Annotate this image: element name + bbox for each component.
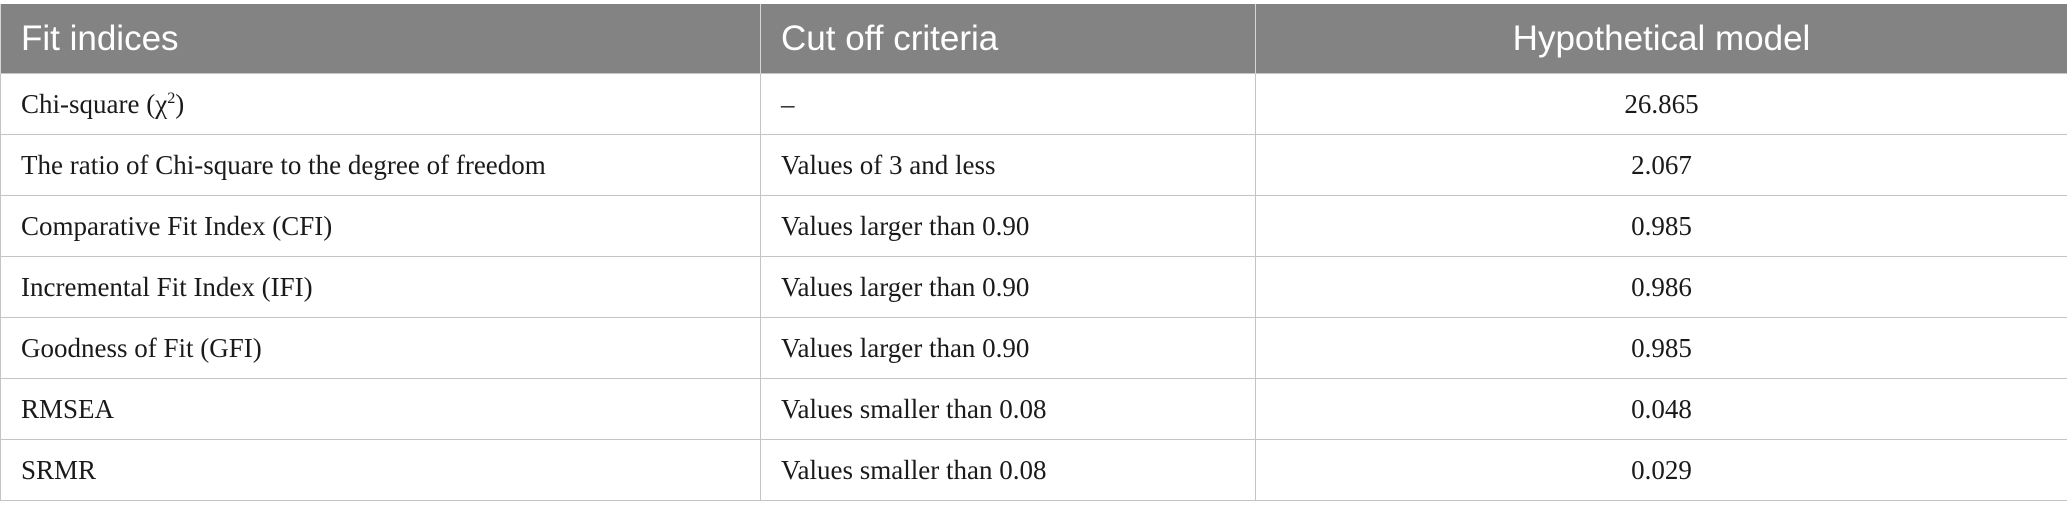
- criteria-cell: –: [760, 73, 1256, 135]
- model-value-cell: 0.985: [1255, 195, 2067, 257]
- fit-indices-table-container: Fit indices Cut off criteria Hypothetica…: [0, 4, 2067, 501]
- fit-index-cell: SRMR: [0, 439, 761, 501]
- model-value-cell: 0.986: [1255, 256, 2067, 318]
- criteria-cell: Values larger than 0.90: [760, 317, 1256, 379]
- fit-index-cell: Goodness of Fit (GFI): [0, 317, 761, 379]
- criteria-cell: Values larger than 0.90: [760, 256, 1256, 318]
- model-value-cell: 0.048: [1255, 378, 2067, 440]
- header-row: Fit indices Cut off criteria Hypothetica…: [0, 4, 2067, 74]
- fit-index-cell: The ratio of Chi-square to the degree of…: [0, 134, 761, 196]
- table-row: Comparative Fit Index (CFI) Values large…: [0, 195, 2067, 257]
- table-row: Chi-square (χ2) – 26.865: [0, 73, 2067, 135]
- fit-index-label: Chi-square (χ: [21, 88, 168, 119]
- table-row: SRMR Values smaller than 0.08 0.029: [0, 439, 2067, 501]
- table-row: Goodness of Fit (GFI) Values larger than…: [0, 317, 2067, 379]
- header-hypothetical-model: Hypothetical model: [1255, 4, 2067, 74]
- table-header: Fit indices Cut off criteria Hypothetica…: [0, 4, 2067, 74]
- model-value-cell: 0.985: [1255, 317, 2067, 379]
- fit-index-label-tail: ): [175, 88, 185, 119]
- table-row: The ratio of Chi-square to the degree of…: [0, 134, 2067, 196]
- fit-index-cell: Chi-square (χ2): [0, 73, 761, 135]
- table-row: RMSEA Values smaller than 0.08 0.048: [0, 378, 2067, 440]
- criteria-cell: Values smaller than 0.08: [760, 439, 1256, 501]
- criteria-cell: Values larger than 0.90: [760, 195, 1256, 257]
- fit-index-cell: Comparative Fit Index (CFI): [0, 195, 761, 257]
- header-cut-off-criteria: Cut off criteria: [760, 4, 1256, 74]
- header-fit-indices: Fit indices: [0, 4, 761, 74]
- model-value-cell: 2.067: [1255, 134, 2067, 196]
- criteria-cell: Values of 3 and less: [760, 134, 1256, 196]
- fit-index-cell: RMSEA: [0, 378, 761, 440]
- table-row: Incremental Fit Index (IFI) Values large…: [0, 256, 2067, 318]
- fit-indices-table: Fit indices Cut off criteria Hypothetica…: [0, 4, 2067, 501]
- fit-index-cell: Incremental Fit Index (IFI): [0, 256, 761, 318]
- fit-index-superscript: 2: [167, 88, 176, 107]
- table-body: Chi-square (χ2) – 26.865 The ratio of Ch…: [0, 73, 2067, 501]
- model-value-cell: 0.029: [1255, 439, 2067, 501]
- model-value-cell: 26.865: [1255, 73, 2067, 135]
- criteria-cell: Values smaller than 0.08: [760, 378, 1256, 440]
